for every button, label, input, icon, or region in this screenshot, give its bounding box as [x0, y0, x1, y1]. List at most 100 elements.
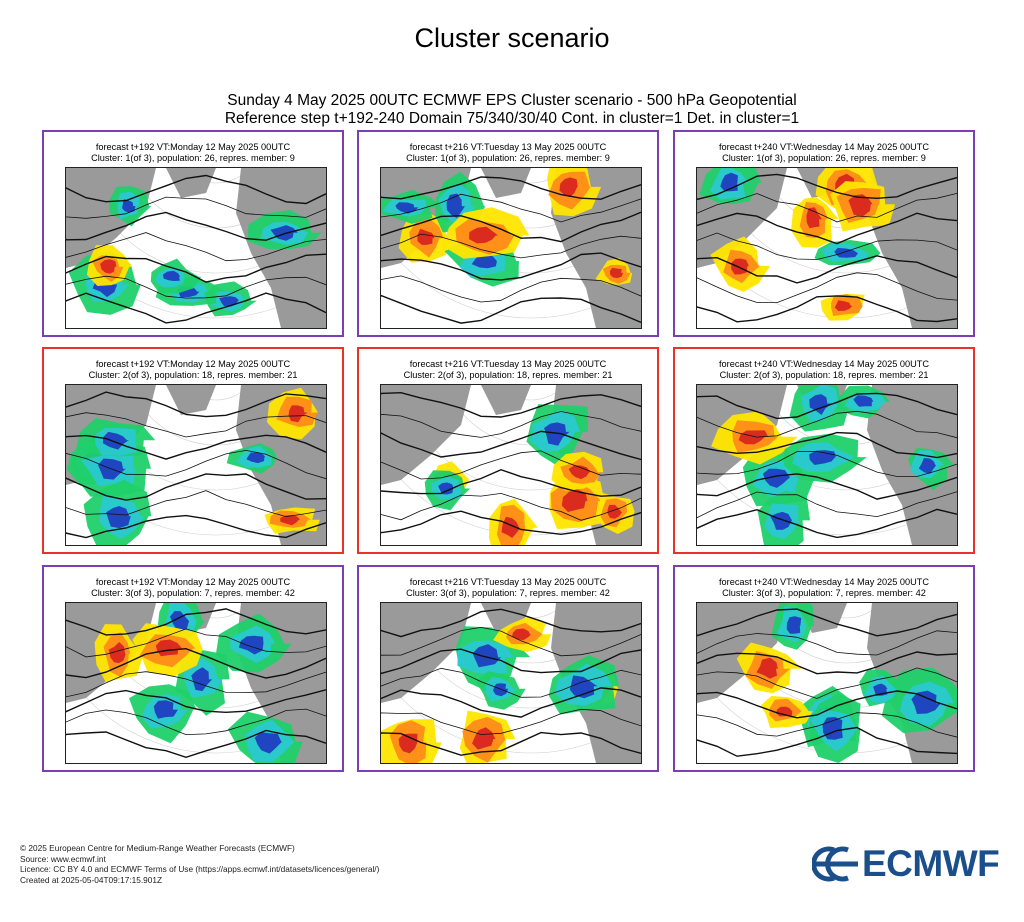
geopotential-contour	[66, 490, 326, 518]
graticule-line	[399, 385, 641, 491]
forecast-panel-4: forecast t+192 VT:Monday 12 May 2025 00U…	[42, 347, 344, 554]
panel-cluster-label: Cluster: 3(of 3), population: 7, repres.…	[91, 588, 295, 598]
negative-anomaly-area	[438, 482, 454, 495]
panel-cluster-label: Cluster: 1(of 3), population: 26, repres…	[91, 153, 295, 163]
negative-anomaly-area	[544, 422, 570, 446]
chart-header-line-1: Sunday 4 May 2025 00UTC ECMWF EPS Cluste…	[227, 92, 797, 109]
graticule-line	[381, 671, 641, 754]
geopotential-anomaly-map	[696, 167, 958, 329]
geopotential-contour	[697, 630, 957, 656]
geopotential-anomaly-map	[696, 602, 958, 764]
geopotential-contour	[66, 253, 326, 283]
panel-cluster-label: Cluster: 2(of 3), population: 18, repres…	[403, 370, 613, 380]
geopotential-contour	[381, 193, 641, 223]
ecmwf-logo-text: ECMWF	[862, 843, 1000, 884]
geopotential-contour	[697, 173, 957, 201]
negative-anomaly-area	[770, 511, 792, 530]
forecast-panel-9: forecast t+240 VT:Wednesday 14 May 2025 …	[673, 565, 975, 772]
geopotential-contour	[381, 252, 641, 281]
panel-cluster-label: Cluster: 2(of 3), population: 18, repres…	[88, 370, 298, 380]
forecast-panel-3: forecast t+240 VT:Wednesday 14 May 2025 …	[673, 130, 975, 337]
graticule-line	[182, 168, 250, 184]
positive-anomaly-area	[738, 430, 769, 445]
geopotential-contour	[66, 473, 326, 501]
footer-licence: Licence: CC BY 4.0 and ECMWF Terms of Us…	[20, 864, 380, 874]
geopotential-contour	[697, 690, 957, 719]
geopotential-contour	[381, 492, 641, 521]
positive-anomaly-area	[501, 516, 521, 538]
geopotential-contour	[66, 292, 326, 324]
geopotential-anomaly-map	[380, 602, 642, 764]
negative-anomaly-area	[122, 199, 136, 213]
land-mass-north-america	[381, 385, 471, 485]
land-mass-greenland	[481, 168, 531, 198]
positive-anomaly-area	[512, 628, 532, 641]
geopotential-contour	[66, 647, 326, 679]
geopotential-contour	[697, 450, 957, 477]
negative-anomaly-area	[834, 247, 858, 258]
geopotential-contour	[697, 508, 957, 539]
negative-anomaly-area	[493, 683, 509, 697]
geopotential-contour	[381, 233, 641, 259]
ecmwf-logo-icon	[812, 846, 858, 882]
geopotential-contour	[66, 689, 326, 714]
page-title: Cluster scenario	[414, 23, 610, 53]
positive-anomaly-area	[472, 727, 496, 750]
negative-anomaly-area	[569, 675, 598, 699]
geopotential-contour	[66, 449, 326, 480]
geopotential-anomaly-map	[380, 384, 642, 546]
geopotential-contour	[697, 212, 957, 245]
positive-anomaly-area	[834, 300, 853, 311]
geopotential-contour	[381, 450, 641, 480]
geopotential-contour	[66, 708, 326, 736]
graticule-line	[66, 453, 326, 536]
geopotential-contour	[697, 712, 957, 738]
geopotential-contour	[66, 434, 326, 460]
geopotential-anomaly-map	[65, 167, 327, 329]
panel-forecast-label: forecast t+192 VT:Monday 12 May 2025 00U…	[95, 359, 291, 369]
negative-anomaly-area	[191, 667, 213, 692]
geopotential-contour	[697, 410, 957, 439]
panel-cluster-label: Cluster: 1(of 3), population: 26, repres…	[406, 153, 610, 163]
graticule-line	[813, 603, 881, 619]
geopotential-contour	[381, 176, 641, 200]
forecast-panel-5: forecast t+216 VT:Tuesday 13 May 2025 00…	[357, 347, 659, 554]
geopotential-contour	[381, 391, 641, 418]
geopotential-contour	[381, 468, 641, 497]
geopotential-contour	[381, 294, 641, 324]
negative-anomaly-area	[762, 468, 791, 488]
positive-anomaly-area	[731, 258, 749, 275]
positive-anomaly-area	[288, 405, 308, 423]
geopotential-contour	[697, 667, 957, 699]
panel-forecast-label: forecast t+216 VT:Tuesday 13 May 2025 00…	[409, 577, 607, 587]
geopotential-contour	[381, 411, 641, 438]
geopotential-contour	[381, 608, 641, 638]
panel-forecast-label: forecast t+240 VT:Wednesday 14 May 2025 …	[719, 142, 929, 152]
footer-copyright: © 2025 European Centre for Medium-Range …	[20, 843, 295, 853]
panel-cluster-label: Cluster: 3(of 3), population: 7, repres.…	[406, 588, 610, 598]
graticule-line	[66, 671, 326, 754]
geopotential-contour	[381, 731, 641, 756]
graticule-line	[715, 385, 957, 491]
negative-anomaly-area	[254, 732, 283, 754]
geopotential-contour	[66, 211, 326, 241]
panel-forecast-label: forecast t+216 VT:Tuesday 13 May 2025 00…	[409, 142, 607, 152]
panel-forecast-label: forecast t+192 VT:Monday 12 May 2025 00U…	[95, 577, 291, 587]
graticule-line	[497, 385, 565, 401]
graticule-line	[84, 385, 326, 491]
positive-anomaly-area	[280, 515, 301, 526]
panel-cluster-label: Cluster: 2(of 3), population: 18, repres…	[719, 370, 929, 380]
negative-anomaly-area	[471, 252, 497, 269]
geopotential-contour	[66, 671, 326, 698]
geopotential-contour	[66, 174, 326, 205]
positive-anomaly-area	[568, 465, 591, 480]
geopotential-contour	[66, 412, 326, 438]
geopotential-contour	[66, 729, 326, 759]
geopotential-contour	[381, 510, 641, 536]
ecmwf-logo[interactable]: ECMWF	[812, 843, 1008, 884]
positive-anomaly-area	[100, 259, 117, 274]
geopotential-contour	[66, 391, 326, 418]
geopotential-contour	[381, 211, 641, 243]
graticule-line	[761, 603, 933, 664]
geopotential-contour	[697, 392, 957, 420]
